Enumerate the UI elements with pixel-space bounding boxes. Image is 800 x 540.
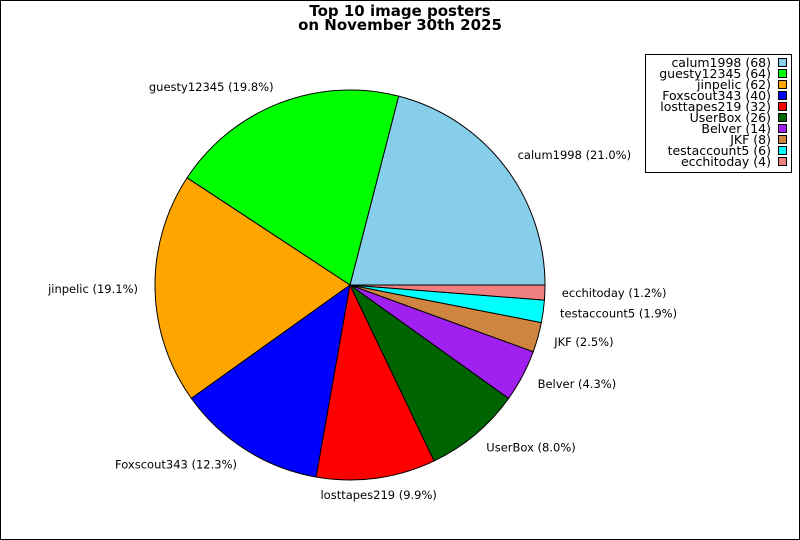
pie-slice-losttapes219 <box>315 283 435 481</box>
chart-title-line-1: Top 10 image posters <box>309 2 491 20</box>
chart-title-line-2: on November 30th 2025 <box>298 16 502 34</box>
legend-label-losttapes219: losttapes219 (32) <box>660 99 771 114</box>
pie-slice-guesty12345 <box>186 89 400 286</box>
slice-label-calum1998: calum1998 (21.0%) <box>518 148 631 162</box>
legend-label-ecchitoday: ecchitoday (4) <box>681 154 771 169</box>
pie-slice-foxscout343 <box>190 283 351 478</box>
legend-box <box>645 54 792 173</box>
slice-label-guesty12345: guesty12345 (19.8%) <box>149 80 274 94</box>
slice-label-userbox: UserBox (8.0%) <box>486 440 575 454</box>
legend-label-jinpelic: jinpelic (62) <box>696 77 771 92</box>
legend-swatch-userbox <box>778 113 787 122</box>
legend-label-foxscout343: Foxscout343 (40) <box>662 88 771 103</box>
legend-swatch-guesty12345 <box>778 69 787 78</box>
slice-label-testaccount5: testaccount5 (1.9%) <box>560 307 677 321</box>
slice-label-losttapes219: losttapes219 (9.9%) <box>320 488 436 502</box>
legend-label-guesty12345: guesty12345 (64) <box>659 66 771 81</box>
pie-slice-ecchitoday <box>349 284 546 301</box>
pie-slices <box>154 89 546 481</box>
legend-label-userbox: UserBox (26) <box>690 110 771 125</box>
legend-swatch-losttapes219 <box>778 102 787 111</box>
pie-slice-jinpelic <box>154 177 351 400</box>
legend-swatch-ecchitoday <box>778 157 787 166</box>
legend-label-jkf: JKF (8) <box>729 132 771 147</box>
legend-swatch-calum1998 <box>778 58 787 67</box>
legend-label-belver: Belver (14) <box>701 121 771 136</box>
slice-label-jinpelic: jinpelic (19.1%) <box>47 282 138 296</box>
slice-label-foxscout343: Foxscout343 (12.3%) <box>115 457 237 471</box>
slice-label-ecchitoday: ecchitoday (1.2%) <box>562 286 667 300</box>
pie-labels: calum1998 (21.0%) guesty12345 (19.8%) jinp… <box>47 80 677 502</box>
legend-swatch-belver <box>778 124 787 133</box>
legend: calum1998 (68)guesty12345 (64)jinpelic (… <box>645 54 792 173</box>
pie-slice-userbox <box>349 284 510 462</box>
legend-swatch-foxscout343 <box>778 91 787 100</box>
slice-label-belver: Belver (4.3%) <box>538 377 617 391</box>
legend-swatch-jkf <box>778 135 787 144</box>
legend-label-calum1998: calum1998 (68) <box>671 55 771 70</box>
pie-slice-calum1998 <box>349 95 546 286</box>
legend-swatch-testaccount5 <box>778 146 787 155</box>
legend-label-testaccount5: testaccount5 (6) <box>668 143 771 158</box>
legend-swatch-jinpelic <box>778 80 787 89</box>
slice-label-jkf: JKF (2.5%) <box>553 335 613 349</box>
